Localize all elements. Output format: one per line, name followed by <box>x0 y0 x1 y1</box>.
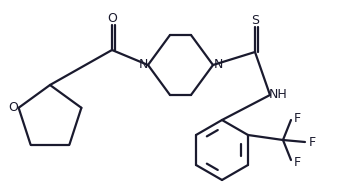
Text: N: N <box>138 58 148 72</box>
Text: F: F <box>293 157 300 169</box>
Text: N: N <box>213 58 223 72</box>
Text: O: O <box>9 101 19 114</box>
Text: S: S <box>251 13 259 27</box>
Text: F: F <box>293 112 300 124</box>
Text: F: F <box>308 136 316 149</box>
Text: O: O <box>107 12 117 25</box>
Text: NH: NH <box>269 89 287 102</box>
